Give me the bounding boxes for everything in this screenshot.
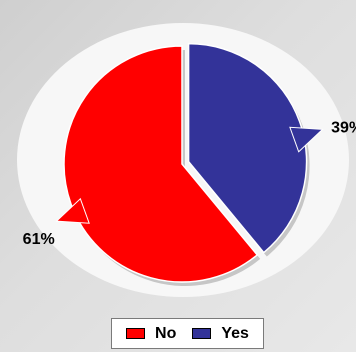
- pie-slice-no: [63, 45, 259, 283]
- legend-label-yes: Yes: [221, 324, 249, 342]
- data-label-yes: 39%: [331, 120, 356, 137]
- legend-swatch-no: [126, 328, 146, 339]
- pie-slice-yes: [187, 42, 308, 254]
- label-pointer-no: [55, 197, 90, 224]
- legend-item-yes: Yes: [192, 325, 249, 343]
- legend-label-no: No: [155, 324, 177, 342]
- legend-swatch-yes: [192, 328, 212, 339]
- legend: No Yes: [111, 318, 264, 349]
- pie-chart: 39% 61%: [22, 42, 356, 286]
- data-label-no: 61%: [23, 231, 55, 248]
- label-pointer-yes: [289, 126, 324, 153]
- pie-slices: [63, 42, 310, 286]
- legend-item-no: No: [126, 325, 176, 343]
- data-labels: 39% 61%: [23, 120, 356, 248]
- label-pointers: [55, 126, 324, 224]
